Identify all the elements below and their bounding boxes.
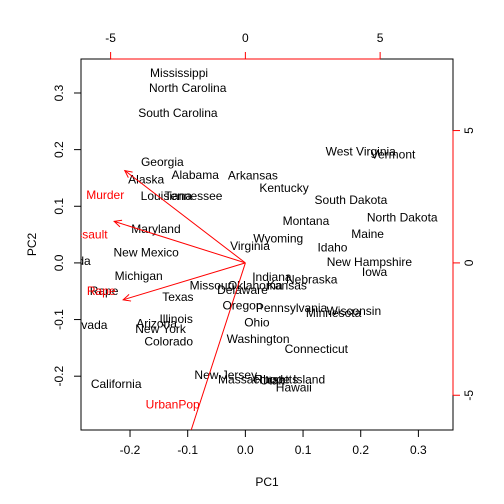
state-label: Virginia [230, 239, 270, 253]
loading-arrowhead [123, 169, 133, 178]
state-label: Massachusetts [218, 373, 298, 387]
loading-arrow [114, 220, 246, 264]
right-loading-axis: -5 0 5 [452, 127, 476, 401]
x-tick-label: 0.1 [295, 443, 312, 457]
state-label: New Mexico [113, 246, 179, 260]
state-label: Connecticut [285, 342, 349, 356]
state-label: Pennsylvania [256, 301, 328, 315]
loading-label: Murder [86, 188, 124, 202]
state-label: Maryland [131, 222, 180, 236]
state-label: Texas [162, 290, 193, 304]
state-label: Nevada [66, 318, 108, 332]
state-label: South Carolina [138, 106, 218, 120]
y-tick-label: 0.1 [52, 198, 66, 215]
state-label: Georgia [141, 155, 184, 169]
state-label: Iowa [362, 265, 388, 279]
state-label: Arizona [136, 317, 177, 331]
state-label: Alaska [128, 173, 164, 187]
state-label: Nebraska [286, 272, 338, 286]
loading-arrowhead [122, 294, 132, 302]
state-label: Maine [351, 227, 384, 241]
loading-arrows: Murder Assault UrbanPop Rape [68, 169, 246, 430]
state-label: Utah [260, 374, 285, 388]
y-axis-title: PC2 [25, 233, 39, 257]
state-label: Wyoming [253, 232, 303, 246]
x-tick-label: -0.2 [120, 443, 141, 457]
loading-label: UrbanPop [146, 398, 200, 412]
state-label: Oklahoma [228, 279, 283, 293]
loading-label: Rape [87, 284, 116, 298]
state-label: Missouri [190, 279, 235, 293]
state-label: North Dakota [367, 211, 438, 225]
loading-arrow [124, 170, 246, 264]
loading-label: Assault [68, 228, 108, 242]
loading-arrow [123, 262, 246, 301]
right-tick-label: 0 [462, 259, 476, 266]
state-label: Indiana [252, 270, 292, 284]
state-label: Hawaii [276, 381, 312, 395]
y-tick-label: 0.0 [52, 254, 66, 271]
right-tick-label: 5 [462, 127, 476, 134]
y-tick-label: -0.2 [52, 366, 66, 387]
state-label: Arkansas [228, 169, 278, 183]
top-tick-label: 5 [377, 31, 384, 45]
state-label: Delaware [217, 283, 268, 297]
state-label: Alabama [172, 168, 220, 182]
top-tick-label: 0 [242, 31, 249, 45]
y-tick-label: -0.1 [52, 309, 66, 330]
x-tick-label: -0.1 [177, 443, 198, 457]
state-label: Ohio [244, 315, 270, 329]
state-label: Colorado [144, 335, 193, 349]
state-label: Rhode Island [254, 373, 325, 387]
state-label: South Dakota [315, 193, 388, 207]
right-tick-label: -5 [462, 390, 476, 401]
state-label: Washington [227, 332, 290, 346]
y-axis: -0.2 -0.1 0.0 0.1 0.2 0.3 [52, 84, 82, 387]
state-label: Tennessee [164, 189, 222, 203]
state-label: Kansas [267, 279, 307, 293]
x-axis-title: PC1 [255, 475, 279, 489]
state-label: California [91, 377, 142, 391]
state-label: Mississippi [150, 66, 208, 80]
state-label: West Virginia [326, 144, 397, 158]
state-label: Montana [283, 214, 330, 228]
state-label: Minnesota [306, 306, 362, 320]
state-label: Florida [54, 254, 91, 268]
state-label: Illinois [159, 312, 192, 326]
state-label: New York [135, 322, 187, 336]
state-label: New Hampshire [327, 255, 413, 269]
state-label: Michigan [115, 269, 163, 283]
loading-arrowhead [113, 219, 123, 228]
x-tick-label: 0.2 [352, 443, 369, 457]
state-label: Vermont [371, 148, 416, 162]
y-tick-label: 0.2 [52, 141, 66, 158]
state-label: Wisconsin [326, 304, 381, 318]
y-tick-label: 0.3 [52, 84, 66, 101]
x-tick-label: 0.0 [237, 443, 254, 457]
x-tick-label: 0.3 [410, 443, 427, 457]
top-loading-axis: -5 0 5 [105, 31, 384, 60]
x-axis: -0.2 -0.1 0.0 0.1 0.2 0.3 [120, 429, 427, 457]
state-label: Rape [90, 284, 119, 298]
state-label: Idaho [317, 241, 347, 255]
top-tick-label: -5 [105, 31, 116, 45]
loading-arrow [190, 262, 246, 430]
state-label: Kentucky [259, 181, 308, 195]
state-label: North Carolina [149, 81, 227, 95]
